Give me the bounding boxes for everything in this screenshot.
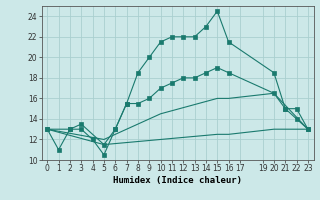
X-axis label: Humidex (Indice chaleur): Humidex (Indice chaleur) [113,176,242,185]
